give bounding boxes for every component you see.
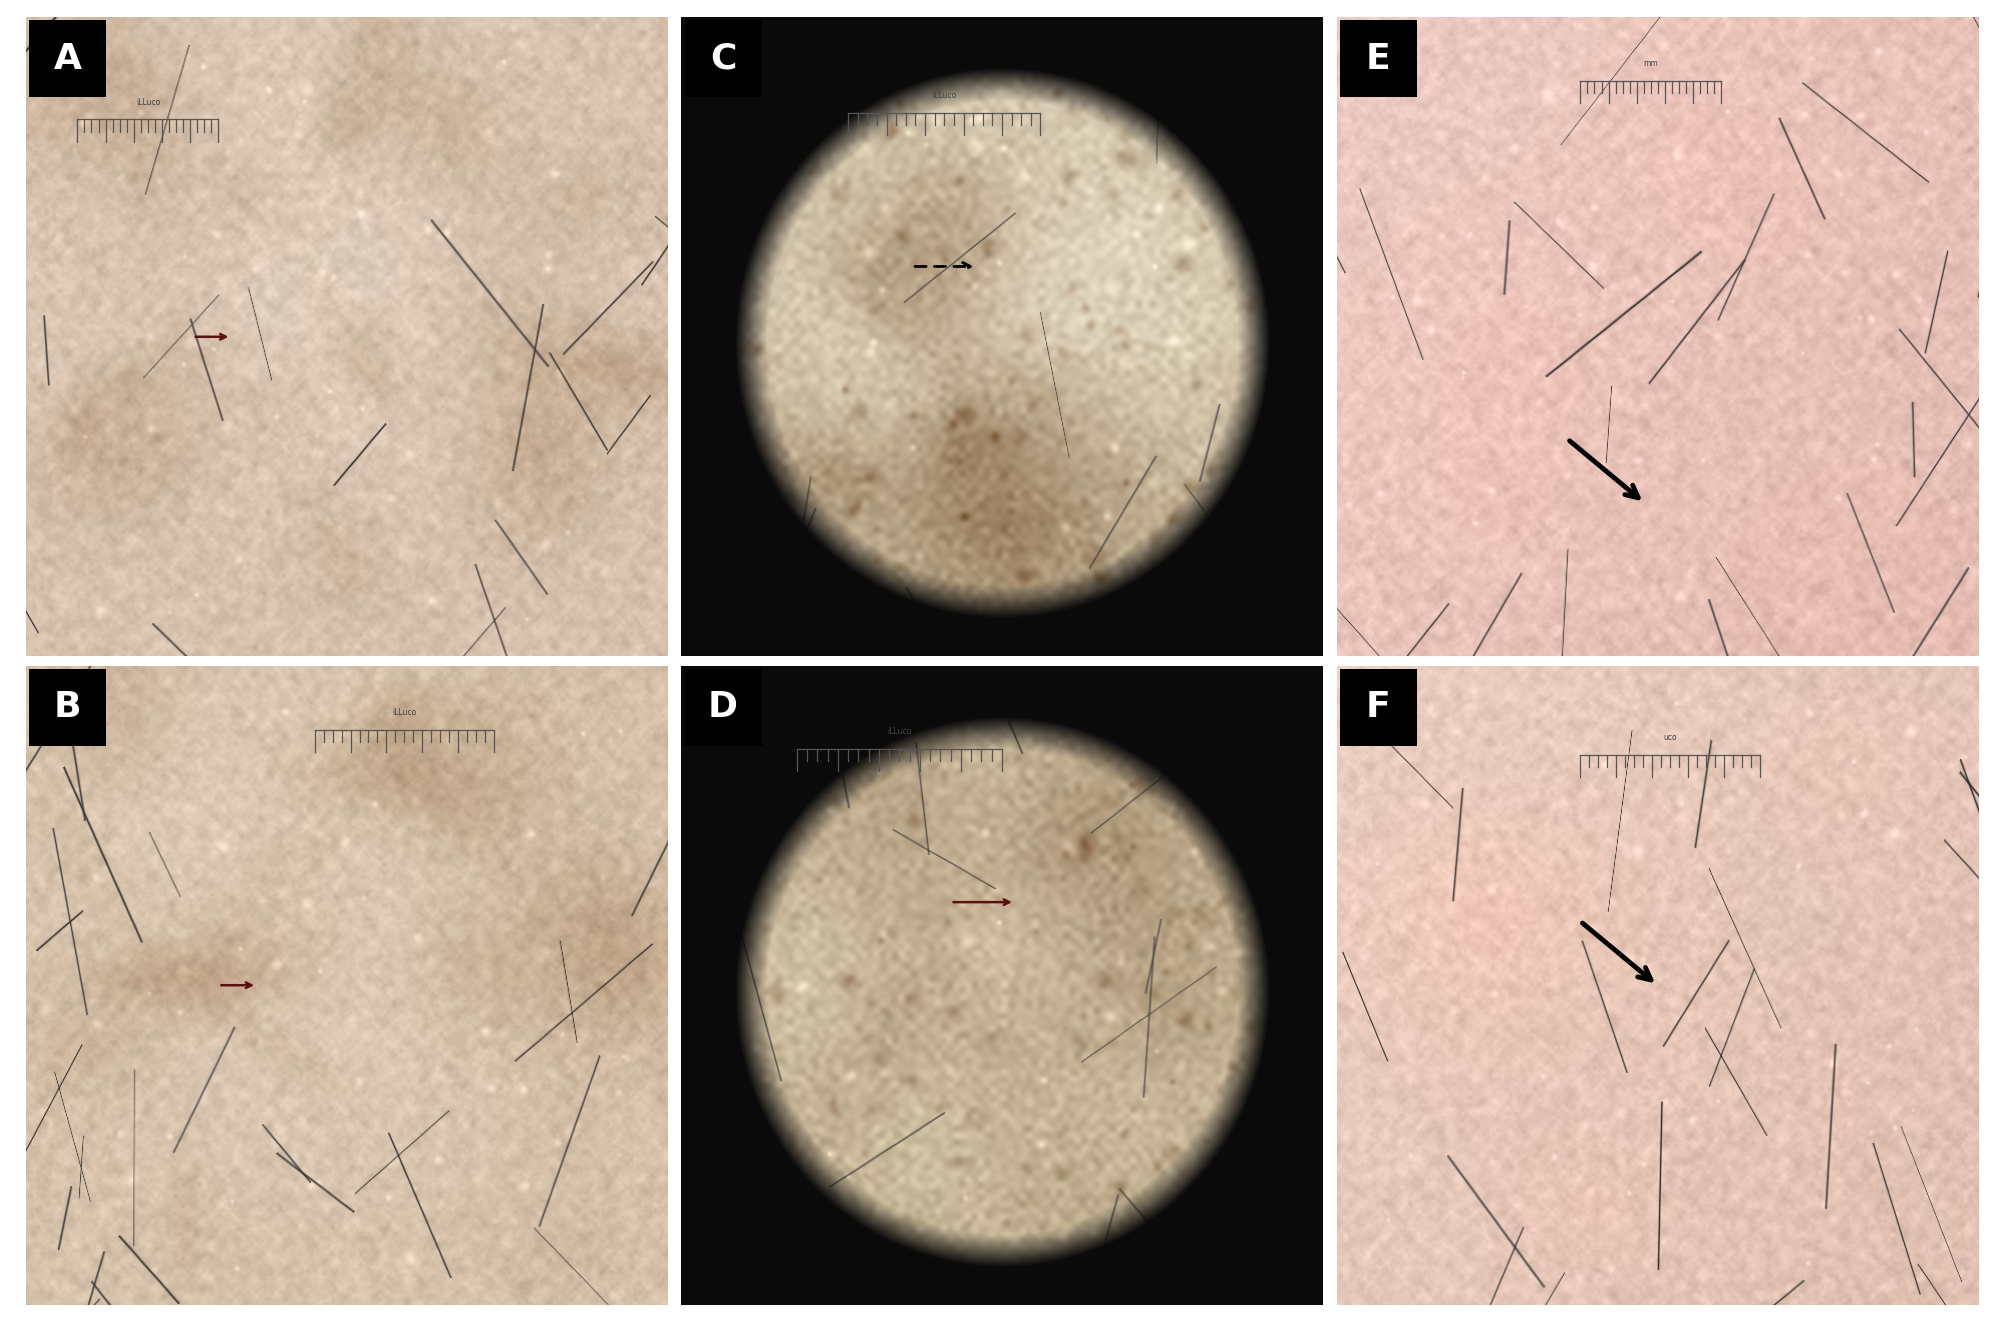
Text: F: F — [1367, 690, 1391, 724]
Bar — [685, 20, 762, 97]
Text: iLLuco: iLLuco — [136, 98, 160, 107]
FancyArrowPatch shape — [1569, 440, 1637, 497]
FancyArrowPatch shape — [196, 334, 226, 340]
Text: E: E — [1367, 42, 1391, 75]
Text: mm: mm — [1643, 59, 1657, 69]
Text: uco: uco — [1663, 734, 1677, 743]
Text: iLLuco: iLLuco — [888, 727, 912, 736]
FancyArrowPatch shape — [220, 982, 250, 988]
Bar — [1341, 669, 1417, 746]
Bar — [1341, 20, 1417, 97]
Text: B: B — [54, 690, 82, 724]
Text: C: C — [709, 42, 735, 75]
Text: A: A — [54, 42, 82, 75]
FancyArrowPatch shape — [916, 263, 970, 271]
FancyArrowPatch shape — [954, 899, 1010, 904]
Bar — [685, 669, 762, 746]
FancyArrowPatch shape — [1583, 923, 1651, 980]
Bar — [30, 669, 106, 746]
Text: iLLuco: iLLuco — [393, 707, 417, 717]
Text: iLLuco: iLLuco — [932, 91, 956, 100]
Text: D: D — [707, 690, 737, 724]
Bar — [30, 20, 106, 97]
